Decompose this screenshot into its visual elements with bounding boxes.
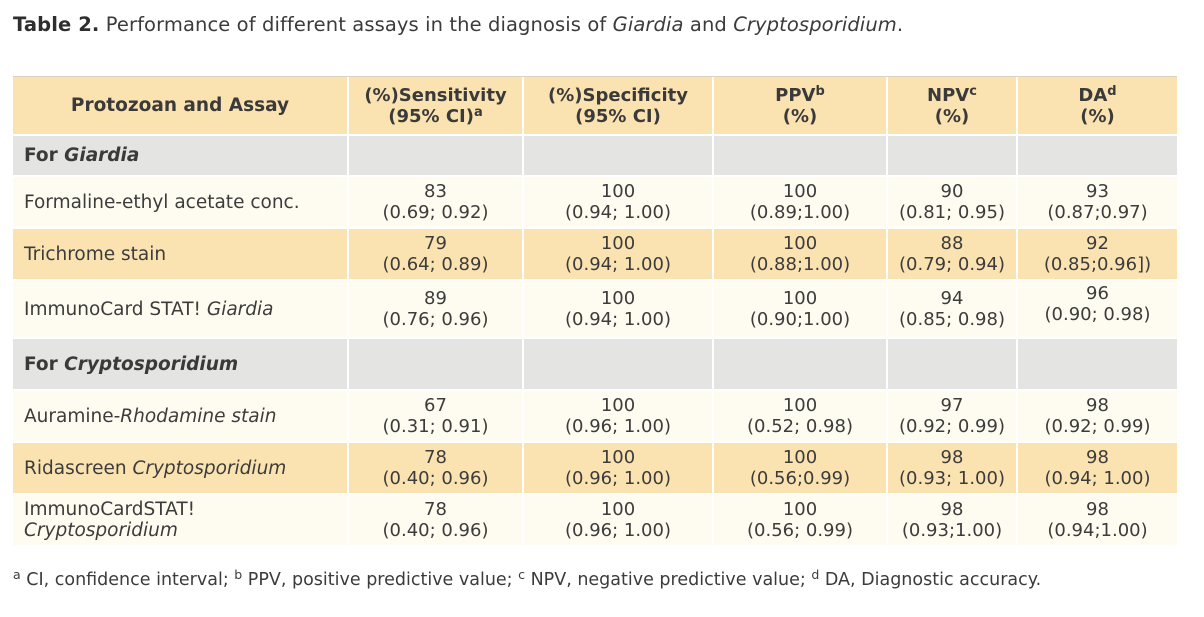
specificity-cell: 100 (0.94; 1.00) (523, 228, 714, 281)
section-label: For Cryptosporidium (13, 338, 349, 391)
ppv-cell: 100 (0.56;0.99) (713, 442, 888, 495)
table-row: ImmunoCard STAT! Giardia 89 (0.76; 0.96) … (13, 280, 1177, 339)
npv-cell: 98 (0.93; 1.00) (887, 442, 1018, 495)
ppv-cell: 100 (0.90;1.00) (713, 280, 888, 339)
table-row: Auramine-Rhodamine stain 67 (0.31; 0.91) … (13, 390, 1177, 443)
header-npv: NPVc (%) (887, 77, 1018, 136)
sensitivity-cell: 78 (0.40; 0.96) (348, 494, 524, 547)
section-label: For Giardia (13, 135, 349, 177)
ppv-cell: 100 (0.52; 0.98) (713, 390, 888, 443)
ppv-cell: 100 (0.89;1.00) (713, 176, 888, 229)
header-row: Protozoan and Assay (%)Sensitivity (95% … (13, 77, 1177, 136)
specificity-cell: 100 (0.96; 1.00) (523, 442, 714, 495)
npv-cell: 97 (0.92; 0.99) (887, 390, 1018, 443)
assay-name: Auramine-Rhodamine stain (13, 390, 349, 443)
da-cell: 98 (0.94; 1.00) (1017, 442, 1177, 495)
caption-label: Table 2. (13, 13, 100, 36)
section-row-giardia: For Giardia (13, 135, 1177, 177)
npv-cell: 94 (0.85; 0.98) (887, 280, 1018, 339)
npv-cell: 88 (0.79; 0.94) (887, 228, 1018, 281)
assay-name: ImmunoCard STAT! Giardia (13, 280, 349, 339)
table-caption: Table 2. Performance of different assays… (13, 13, 903, 36)
specificity-cell: 100 (0.94; 1.00) (523, 280, 714, 339)
sensitivity-cell: 83 (0.69; 0.92) (348, 176, 524, 229)
da-cell: 98 (0.94;1.00) (1017, 494, 1177, 547)
specificity-cell: 100 (0.96; 1.00) (523, 390, 714, 443)
table-row: Trichrome stain 79 (0.64; 0.89) 100 (0.94;… (13, 228, 1177, 281)
table-row: ImmunoCardSTAT! Cryptosporidium 78 (0.40;… (13, 494, 1177, 547)
caption-crypto: Cryptosporidium (733, 13, 897, 36)
table-top-rule (13, 76, 1177, 77)
npv-cell: 90 (0.81; 0.95) (887, 176, 1018, 229)
assay-name: ImmunoCardSTAT! Cryptosporidium (13, 494, 349, 547)
section-row-cryptosporidium: For Cryptosporidium (13, 338, 1177, 391)
sensitivity-cell: 67 (0.31; 0.91) (348, 390, 524, 443)
assay-name: Ridascreen Cryptosporidium (13, 442, 349, 495)
specificity-cell: 100 (0.94; 1.00) (523, 176, 714, 229)
header-da: DAd (%) (1017, 77, 1177, 136)
results-table: Protozoan and Assay (%)Sensitivity (95% … (13, 77, 1177, 547)
da-cell: 96 (0.90; 0.98) (1017, 280, 1177, 339)
caption-and: and (689, 13, 727, 36)
header-protozoan-assay: Protozoan and Assay (13, 77, 349, 136)
ppv-cell: 100 (0.88;1.00) (713, 228, 888, 281)
table-row: Ridascreen Cryptosporidium 78 (0.40; 0.96… (13, 442, 1177, 495)
sensitivity-cell: 78 (0.40; 0.96) (348, 442, 524, 495)
caption-period: . (896, 13, 904, 36)
header-specificity: (%)Specificity (95% CI) (523, 77, 714, 136)
assay-name: Formaline-ethyl acetate conc. (13, 176, 349, 229)
header-sensitivity: (%)Sensitivity (95% CI)a (348, 77, 524, 136)
header-ppv: PPVb (%) (713, 77, 888, 136)
table-row: Formaline-ethyl acetate conc. 83 (0.69; 0… (13, 176, 1177, 229)
da-cell: 92 (0.85;0.96]) (1017, 228, 1177, 281)
sensitivity-cell: 79 (0.64; 0.89) (348, 228, 524, 281)
caption-giardia: Giardia (612, 13, 684, 36)
table-footnote: a CI, confidence interval; b PPV, positi… (13, 567, 1042, 590)
caption-text: Performance of different assays in the d… (105, 13, 607, 36)
da-cell: 93 (0.87;0.97) (1017, 176, 1177, 229)
sensitivity-cell: 89 (0.76; 0.96) (348, 280, 524, 339)
assay-name: Trichrome stain (13, 228, 349, 281)
npv-cell: 98 (0.93;1.00) (887, 494, 1018, 547)
da-cell: 98 (0.92; 0.99) (1017, 390, 1177, 443)
ppv-cell: 100 (0.56; 0.99) (713, 494, 888, 547)
specificity-cell: 100 (0.96; 1.00) (523, 494, 714, 547)
